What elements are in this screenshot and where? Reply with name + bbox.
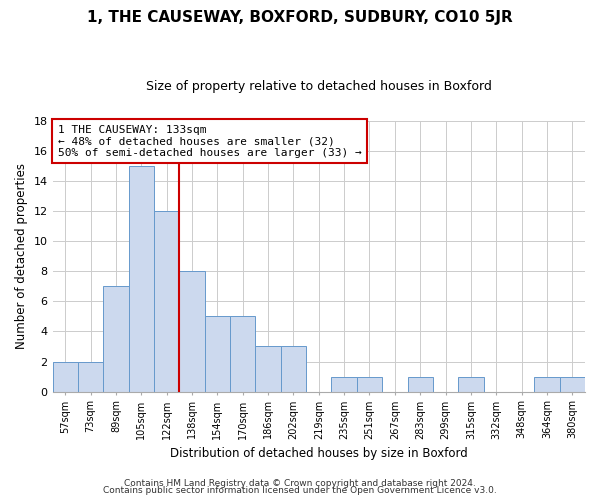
- Bar: [357, 376, 382, 392]
- Text: Contains HM Land Registry data © Crown copyright and database right 2024.: Contains HM Land Registry data © Crown c…: [124, 478, 476, 488]
- Bar: [256, 346, 281, 392]
- Bar: [458, 376, 484, 392]
- Bar: [407, 376, 433, 392]
- Bar: [560, 376, 585, 392]
- Bar: [281, 346, 306, 392]
- Bar: [128, 166, 154, 392]
- Bar: [103, 286, 128, 392]
- Text: 1, THE CAUSEWAY, BOXFORD, SUDBURY, CO10 5JR: 1, THE CAUSEWAY, BOXFORD, SUDBURY, CO10 …: [87, 10, 513, 25]
- Bar: [205, 316, 230, 392]
- Bar: [331, 376, 357, 392]
- Bar: [154, 211, 179, 392]
- Bar: [534, 376, 560, 392]
- Bar: [179, 271, 205, 392]
- Bar: [78, 362, 103, 392]
- Text: Contains public sector information licensed under the Open Government Licence v3: Contains public sector information licen…: [103, 486, 497, 495]
- Title: Size of property relative to detached houses in Boxford: Size of property relative to detached ho…: [146, 80, 492, 93]
- X-axis label: Distribution of detached houses by size in Boxford: Distribution of detached houses by size …: [170, 447, 467, 460]
- Bar: [230, 316, 256, 392]
- Y-axis label: Number of detached properties: Number of detached properties: [15, 163, 28, 349]
- Text: 1 THE CAUSEWAY: 133sqm
← 48% of detached houses are smaller (32)
50% of semi-det: 1 THE CAUSEWAY: 133sqm ← 48% of detached…: [58, 124, 362, 158]
- Bar: [53, 362, 78, 392]
